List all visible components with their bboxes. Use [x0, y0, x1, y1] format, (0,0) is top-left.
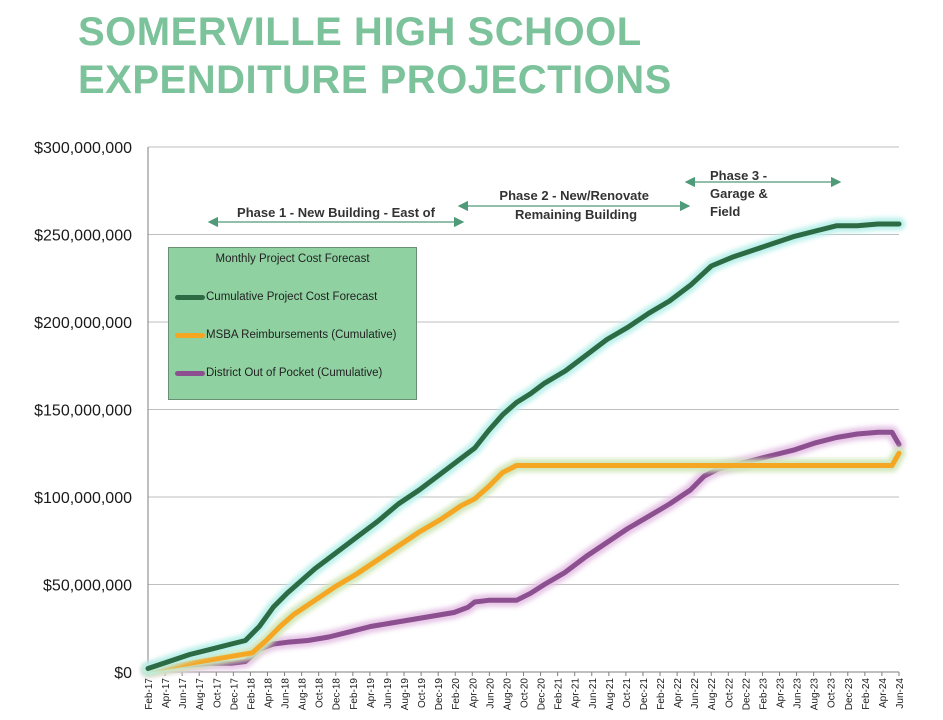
x-axis-ticks: Feb-17 Apr-17 Jun-17 Aug-17 Oct-17 Dec-17 Feb-…	[144, 672, 906, 710]
x-tick-label: Aug-22	[707, 678, 718, 711]
y-tick-label: $200,000,000	[34, 315, 132, 332]
x-tick-label: Apr-20	[468, 678, 479, 708]
x-tick-label: Dec-17	[229, 678, 240, 711]
series-glow-1	[141, 446, 906, 677]
x-tick-label: Apr-24	[878, 678, 889, 708]
legend-item-district: District Out of Pocket (Cumulative)	[175, 366, 414, 381]
x-tick-label: Aug-20	[502, 678, 513, 711]
title-line-1: SOMERVILLE HIGH SCHOOL	[78, 10, 642, 54]
chart-legend: Monthly Project Cost Forecast Cumulative…	[168, 247, 417, 400]
legend-item-cumulative-cost: Cumulative Project Cost Forecast	[175, 290, 414, 305]
series-line-2	[145, 429, 902, 673]
x-tick-label: Feb-23	[758, 678, 769, 710]
title-line-2: EXPENDITURE PROJECTIONS	[78, 58, 672, 102]
x-tick-label: Aug-17	[195, 678, 206, 711]
series-lines	[141, 217, 906, 677]
gridlines	[148, 146, 899, 585]
y-tick-label: $100,000,000	[34, 490, 132, 507]
x-tick-label: Jun-21	[588, 678, 599, 709]
legend-swatch-cumulative-cost	[175, 295, 205, 300]
y-tick-label: $0	[114, 665, 132, 682]
phase-3-label: Phase 3 - Garage & Field	[710, 168, 771, 219]
x-tick-label: Apr-21	[571, 678, 582, 708]
y-axis-ticks: $0 $50,000,000 $100,000,000 $150,000,000 $20…	[34, 140, 132, 682]
x-tick-label: Oct-18	[315, 678, 326, 708]
y-tick-label: $50,000,000	[43, 578, 132, 595]
x-tick-label: Oct-21	[622, 678, 633, 708]
y-tick-label: $150,000,000	[34, 403, 132, 420]
x-tick-label: Dec-20	[537, 678, 548, 711]
x-tick-label: Feb-19	[349, 678, 360, 710]
x-tick-label: Feb-20	[451, 678, 462, 710]
legend-swatch-district	[175, 371, 205, 376]
x-tick-label: Jun-20	[485, 678, 496, 709]
series-line-1	[145, 450, 902, 673]
x-tick-label: Feb-21	[554, 678, 565, 710]
phase-1-label: Phase 1 - New Building - East of	[237, 205, 436, 220]
axes	[147, 147, 899, 673]
x-tick-label: Aug-19	[400, 678, 411, 711]
x-tick-label: Oct-22	[724, 678, 735, 708]
x-tick-label: Jun-24	[895, 678, 906, 709]
x-tick-label: Aug-23	[810, 678, 821, 711]
x-tick-label: Apr-22	[673, 678, 684, 708]
x-tick-label: Apr-19	[366, 678, 377, 708]
x-tick-label: Apr-23	[776, 678, 787, 708]
y-tick-label: $300,000,000	[34, 140, 132, 157]
x-tick-label: Feb-22	[656, 678, 667, 710]
x-tick-label: Dec-19	[434, 678, 445, 711]
x-tick-label: Aug-21	[605, 678, 616, 711]
x-tick-label: Jun-23	[793, 678, 804, 709]
x-tick-label: Aug-18	[298, 678, 309, 711]
series-line-0	[145, 221, 902, 671]
x-tick-label: Apr-17	[161, 678, 172, 708]
x-tick-label: Oct-23	[827, 678, 838, 708]
legend-item-msba: MSBA Reimbursements (Cumulative)	[175, 328, 414, 343]
x-tick-label: Jun-18	[281, 678, 292, 709]
y-tick-label: $250,000,000	[34, 228, 132, 245]
x-tick-label: Jun-22	[690, 678, 701, 709]
legend-title: Monthly Project Cost Forecast	[215, 253, 370, 265]
x-tick-label: Dec-23	[844, 678, 855, 711]
x-tick-label: Feb-18	[246, 678, 257, 710]
x-tick-label: Oct-19	[417, 678, 428, 708]
x-tick-label: Dec-21	[639, 678, 650, 711]
x-tick-label: Jun-17	[178, 678, 189, 709]
x-tick-label: Apr-18	[263, 678, 274, 708]
page-title: SOMERVILLE HIGH SCHOOL EXPENDITURE PROJE…	[78, 8, 672, 104]
x-tick-label: Feb-17	[144, 678, 155, 710]
x-tick-label: Oct-20	[519, 678, 530, 708]
phase-annotations: Phase 1 - New Building - East of Phase 2…	[207, 168, 842, 228]
x-tick-label: Feb-24	[861, 678, 872, 710]
x-tick-label: Oct-17	[212, 678, 223, 708]
x-tick-label: Dec-22	[741, 678, 752, 711]
legend-swatch-msba	[175, 333, 205, 338]
x-tick-label: Jun-19	[383, 678, 394, 709]
x-tick-label: Dec-18	[332, 678, 343, 711]
legend-label: Cumulative Project Cost Forecast	[206, 291, 378, 303]
legend-label: MSBA Reimbursements (Cumulative)	[206, 329, 397, 341]
phase-2-label: Phase 2 - New/Renovate Remaining Buildin…	[499, 188, 652, 222]
legend-label: District Out of Pocket (Cumulative)	[206, 367, 383, 379]
